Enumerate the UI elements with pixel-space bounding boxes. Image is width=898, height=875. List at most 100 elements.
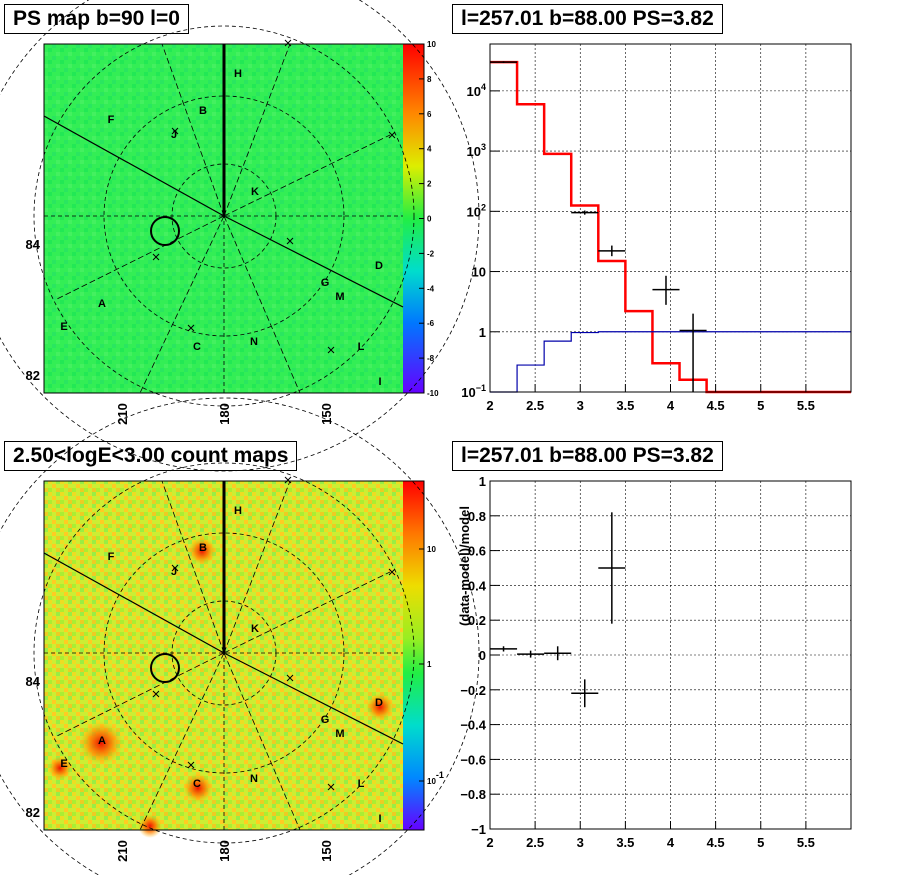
source-label-n: N <box>250 773 258 785</box>
colorbar-tick-label: 1 <box>427 660 432 669</box>
spoke-line <box>161 480 225 654</box>
x-tick-label: 210 <box>115 840 130 862</box>
target-circle <box>150 216 180 246</box>
hotspot-b <box>188 537 216 565</box>
source-label-b: B <box>199 105 207 117</box>
source-label-l: L <box>358 341 365 353</box>
x-tick-label: 150 <box>319 403 334 425</box>
colorbar-tick-label: -6 <box>427 319 435 328</box>
latitude-circle <box>103 95 345 337</box>
source-marker <box>284 39 292 47</box>
source-marker <box>286 674 294 682</box>
count-map-hotspots <box>48 537 394 838</box>
spoke-line <box>139 215 225 394</box>
x-tick-label: 5.5 <box>797 835 815 850</box>
target-circle <box>150 653 180 683</box>
hotspot-a <box>79 721 123 765</box>
source-label-j: J <box>171 566 177 578</box>
hotspot-c <box>183 773 213 803</box>
source-label-i: I <box>378 376 381 388</box>
colorbar-tick-label: 2 <box>427 180 432 189</box>
count-map-frame <box>43 480 425 831</box>
y-tick-label: 0 <box>479 648 486 663</box>
source-label-c: C <box>193 778 201 790</box>
source-label-g: G <box>321 714 330 726</box>
source-label-k: K <box>251 623 259 635</box>
x-tick-label: 210 <box>115 403 130 425</box>
model-blue-histogram <box>490 331 851 393</box>
source-marker <box>171 564 179 572</box>
spoke-line <box>223 652 301 831</box>
x-tick-label: 2 <box>486 398 493 413</box>
source-marker <box>187 761 195 769</box>
spoke-line <box>223 43 291 217</box>
y-tick-label: 82 <box>26 805 40 820</box>
x-tick-label: 5.5 <box>797 398 815 413</box>
source-label-h: H <box>234 505 242 517</box>
count-map-title: 2.50<logE<3.00 count maps <box>4 441 298 471</box>
x-tick-label: 4 <box>667 835 675 850</box>
y-tick-label: 84 <box>26 237 41 252</box>
y-tick-label: −0.4 <box>460 718 486 733</box>
ps-map-title: PS map b=90 l=0 <box>4 4 189 34</box>
hotspot-edge <box>138 814 162 838</box>
source-marker <box>327 346 335 354</box>
spoke-line <box>223 215 301 394</box>
x-tick-label: 4.5 <box>707 835 725 850</box>
ps-map-overlay: 10 8 6 4 2 0 -2 -4 -6 -8 -10 H B F J K D GM A E C N L I 210 180 15… <box>0 0 480 472</box>
y-axis-label: (data-model)/model <box>457 506 472 626</box>
source-label-i: I <box>378 813 381 825</box>
residual-plot: 2 2.5 3 3.5 4 4.5 5 5.5 1 0.8 0.6 0.4 0.2 0 −0.2 −0.4 −0… <box>457 474 852 850</box>
spoke-line <box>54 652 225 738</box>
data-point <box>679 313 707 392</box>
histogram-title: l=257.01 b=88.00 PS=3.82 <box>452 4 723 34</box>
source-label-h: H <box>234 68 242 80</box>
source-marker <box>152 690 160 698</box>
y-tick-label: −0.2 <box>460 683 486 698</box>
source-label-f: F <box>108 551 115 563</box>
model-red-histogram <box>490 60 851 394</box>
source-marker <box>388 131 396 139</box>
source-label-j: J <box>171 129 177 141</box>
source-label-e: E <box>60 321 67 333</box>
spoke-line <box>223 134 391 217</box>
y-tick-label: −0.8 <box>460 787 486 802</box>
spoke-line <box>223 571 391 654</box>
source-label-l: L <box>358 778 365 790</box>
count-map-colorbar <box>403 481 424 830</box>
latitude-circle <box>103 532 345 774</box>
x-tick-label: 5 <box>757 398 764 413</box>
y-tick-label: 102 <box>467 202 486 219</box>
latitude-circle <box>33 462 415 844</box>
count-map-overlay: 10 1 10-1 H B F J K D GM A E C N L I 210 180 150 84 82 <box>0 397 480 875</box>
x-tick-label: 4.5 <box>707 398 725 413</box>
latitude-circle <box>33 25 415 407</box>
spoke-line <box>43 115 225 217</box>
spoke-line <box>223 480 291 654</box>
source-marker <box>171 127 179 135</box>
spoke-line <box>54 215 225 301</box>
x-tick-label: 3.5 <box>616 398 634 413</box>
y-tick-label: 82 <box>26 368 40 383</box>
source-label-g: G <box>321 277 330 289</box>
x-tick-label: 2.5 <box>526 835 544 850</box>
hotspot-e <box>48 756 72 780</box>
spoke-line <box>43 552 225 654</box>
spoke-line <box>223 652 404 745</box>
x-tick-label: 5 <box>757 835 764 850</box>
colorbar-tick-label: 8 <box>427 75 432 84</box>
y-tick-label: 10−1 <box>461 383 486 400</box>
data-point <box>652 275 680 305</box>
colorbar-tick-label: 10 <box>427 545 436 554</box>
x-tick-label: 2.5 <box>526 398 544 413</box>
ps-map-colorbar <box>403 44 424 393</box>
y-tick-label: 10 <box>472 265 486 280</box>
x-tick-label: 3 <box>577 398 584 413</box>
y-tick-label: 0.4 <box>468 578 487 593</box>
colorbar-tick-label: 10 <box>427 40 436 49</box>
spoke-line <box>223 215 404 308</box>
source-marker <box>388 568 396 576</box>
source-marker <box>187 324 195 332</box>
count-map: 10 1 10-1 H B F J K D GM A E C N L I 210 180 150 84 82 <box>0 397 480 875</box>
